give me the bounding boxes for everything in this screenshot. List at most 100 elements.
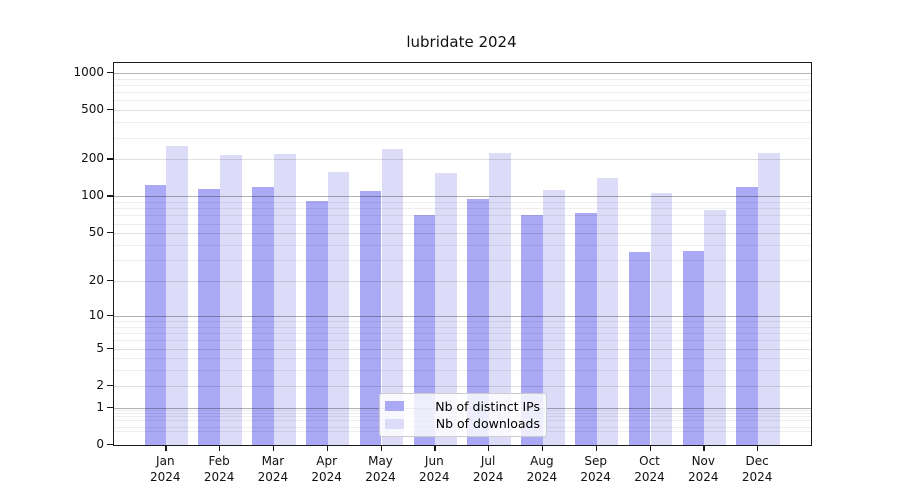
bar-downloads-aug	[542, 190, 565, 445]
bar-downloads-jun	[435, 173, 458, 445]
legend: Nb of distinct IPs Nb of downloads	[379, 393, 547, 437]
legend-swatch-downloads	[385, 418, 404, 429]
bar-ips-dec	[736, 187, 759, 445]
y-gridline-mid-500	[114, 110, 811, 112]
x-tick-feb	[219, 445, 221, 451]
x-tick-may	[380, 445, 382, 451]
x-tick-dec	[757, 445, 759, 451]
x-tick-jun	[434, 445, 436, 451]
x-tick-label-jan: Jan 2024	[150, 454, 181, 484]
x-tick-mar	[272, 445, 275, 451]
y-tick-50	[107, 232, 113, 234]
x-tick-apr	[326, 445, 328, 451]
bar-ips-mar	[252, 186, 274, 445]
y-gridline-minor-6	[114, 340, 811, 342]
y-gridline-minor-7	[114, 333, 811, 334]
x-tick-label-jul: Jul 2024	[472, 454, 504, 484]
y-gridline-minor-8	[114, 326, 811, 328]
bar-downloads-dec	[758, 152, 780, 445]
legend-item-distinct-ips: Nb of distinct IPs	[385, 399, 540, 414]
y-gridline-minor-3	[114, 370, 811, 372]
bar-downloads-apr	[327, 171, 350, 445]
x-tick-label-feb: Feb 2024	[203, 454, 235, 484]
y-gridline-minor-300	[114, 137, 811, 139]
y-tick-1	[107, 406, 113, 408]
y-tick-0	[107, 444, 113, 446]
y-tick-5	[107, 347, 113, 349]
bar-ips-feb	[198, 189, 221, 445]
y-gridline-minor-40	[114, 244, 811, 246]
y-gridline-major-10	[114, 315, 811, 317]
y-gridline-major-1000	[114, 72, 811, 74]
legend-swatch-distinct-ips	[385, 401, 404, 412]
y-tick-label-0: 0	[96, 437, 104, 451]
x-tick-nov	[703, 445, 705, 451]
y-gridline-minor-800	[114, 84, 811, 86]
y-gridline-minor-900	[114, 78, 811, 80]
bar-downloads-may	[381, 149, 404, 445]
y-gridline-minor-600	[114, 100, 811, 102]
legend-label-distinct-ips: Nb of distinct IPs	[435, 398, 540, 414]
bar-ips-jul	[467, 199, 490, 445]
bar-ips-jan	[144, 184, 167, 445]
y-tick-label-50: 50	[88, 225, 104, 240]
y-gridline-mid-20	[114, 281, 811, 282]
bar-ips-may	[359, 191, 382, 445]
y-gridline-minor-60	[114, 223, 811, 225]
y-tick-label-5: 5	[96, 340, 104, 355]
y-tick-label-2: 2	[96, 377, 104, 392]
legend-label-downloads: Nb of downloads	[435, 416, 540, 432]
y-gridline-minor-90	[114, 202, 811, 203]
y-gridline-minor-9	[114, 321, 811, 322]
bar-ips-nov	[682, 250, 705, 445]
bar-ips-jun	[413, 214, 436, 445]
y-tick-10	[107, 314, 113, 317]
y-gridline-major-100	[114, 196, 811, 198]
bar-downloads-jan	[166, 145, 189, 445]
x-tick-label-dec: Dec 2024	[741, 454, 773, 484]
y-tick-label-1000: 1000	[73, 64, 104, 79]
bar-ips-sep	[574, 213, 597, 445]
y-gridline-mid-2	[114, 385, 811, 387]
x-tick-label-may: May 2024	[365, 454, 396, 484]
x-tick-aug	[541, 445, 544, 451]
y-gridline-minor-700	[114, 92, 811, 93]
bar-downloads-sep	[596, 178, 619, 445]
x-tick-label-nov: Nov 2024	[688, 454, 719, 484]
plot-area	[113, 62, 812, 446]
bar-downloads-feb	[220, 155, 242, 445]
bar-ips-oct	[628, 251, 651, 445]
x-tick-label-apr: Apr 2024	[311, 454, 342, 484]
x-tick-label-jun: Jun 2024	[419, 454, 450, 484]
x-tick-label-mar: Mar 2024	[257, 454, 289, 484]
bar-downloads-oct	[650, 192, 673, 445]
x-tick-label-aug: Aug 2024	[526, 454, 558, 484]
chart-title: lubridate 2024	[406, 33, 517, 51]
x-tick-oct	[649, 445, 651, 451]
y-gridline-mid-50	[114, 233, 811, 235]
y-gridline-minor-80	[114, 208, 811, 210]
bar-downloads-mar	[273, 154, 296, 445]
x-tick-jan	[165, 445, 167, 451]
x-tick-label-oct: Oct 2024	[634, 454, 665, 484]
y-gridline-minor-400	[114, 122, 811, 124]
bar-ips-apr	[305, 201, 328, 445]
y-gridline-mid-5	[114, 348, 811, 350]
y-tick-label-500: 500	[81, 102, 104, 117]
y-tick-1000	[107, 71, 113, 74]
y-tick-2	[107, 384, 113, 387]
bar-downloads-jul	[489, 153, 511, 445]
x-tick-sep	[595, 445, 597, 451]
x-tick-label-sep: Sep 2024	[580, 454, 611, 484]
y-tick-500	[107, 109, 113, 111]
bar-downloads-nov	[704, 209, 727, 445]
y-tick-label-100: 100	[81, 188, 104, 203]
y-gridline-minor-4	[114, 358, 811, 360]
y-gridline-minor-70	[114, 215, 811, 217]
bar-ips-aug	[521, 215, 543, 445]
y-tick-label-10: 10	[88, 307, 104, 322]
y-tick-100	[107, 195, 113, 197]
y-tick-label-20: 20	[88, 273, 104, 287]
x-tick-jul	[488, 445, 490, 451]
